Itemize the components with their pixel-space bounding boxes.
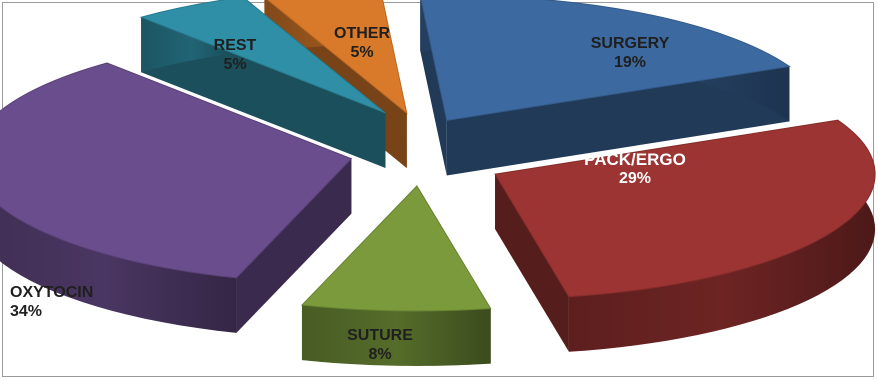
slice-label-surgery: SURGERY 19%: [590, 35, 670, 71]
slice-label-rest: REST 5%: [213, 37, 257, 73]
slice-label-suture: SUTURE 8%: [347, 327, 413, 363]
slice-label-other: OTHER 5%: [334, 25, 390, 61]
pie-slice-suture: [300, 185, 492, 366]
slice-label-pack-ergo: PACK/ERGO 29%: [584, 150, 686, 187]
pie-slice-oxytocin: [0, 62, 353, 333]
slice-label-oxytocin: OXYTOCIN 34%: [10, 284, 94, 320]
pie-slice-pack-ergo: [494, 119, 876, 352]
pie-slice-rest: [139, 0, 386, 168]
pie-slice-surgery: [420, 0, 791, 176]
